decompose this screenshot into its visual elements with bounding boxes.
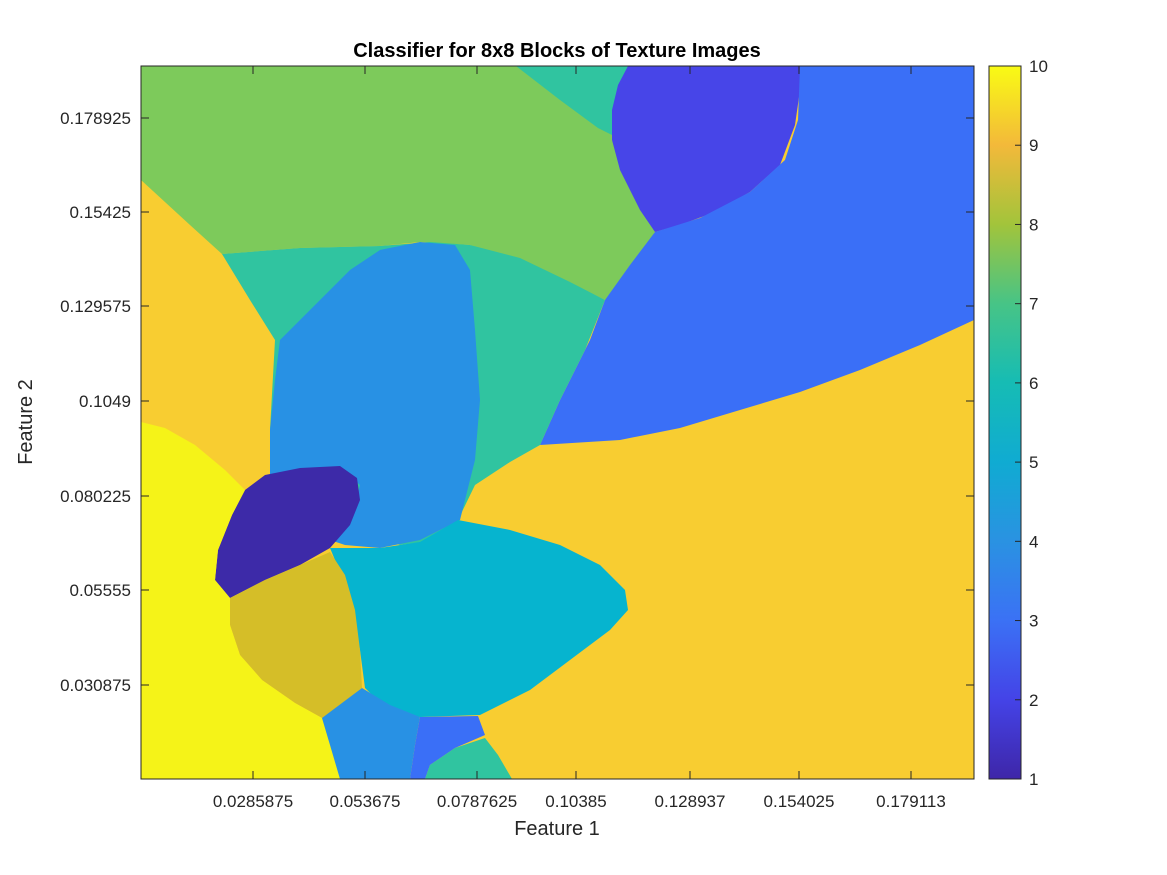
x-tick-label: 0.10385 xyxy=(545,792,606,811)
colorbar-tick-label: 8 xyxy=(1029,215,1038,234)
colorbar-tick-label: 6 xyxy=(1029,374,1038,393)
colorbar-tick-label: 3 xyxy=(1029,612,1038,631)
x-tick-label: 0.0285875 xyxy=(213,792,293,811)
colorbar-tick-label: 9 xyxy=(1029,136,1038,155)
x-axis-label: Feature 1 xyxy=(514,818,600,840)
x-tick-label: 0.053675 xyxy=(330,792,401,811)
x-tick-label: 0.128937 xyxy=(655,792,726,811)
colorbar-tick-label: 10 xyxy=(1029,57,1048,76)
y-axis-label: Feature 2 xyxy=(15,379,37,465)
y-tick-label: 0.05555 xyxy=(70,581,131,600)
y-tick-label: 0.1049 xyxy=(79,392,131,411)
x-tick-label: 0.179113 xyxy=(876,792,946,811)
y-tick-label: 0.129575 xyxy=(60,297,131,316)
colorbar-tick-label: 2 xyxy=(1029,691,1038,710)
colorbar-ramp xyxy=(989,66,1021,779)
y-tick-label: 0.178925 xyxy=(60,109,131,128)
colorbar-tick-label: 1 xyxy=(1029,770,1038,789)
colorbar: 10 9 8 7 6 5 4 3 2 1 xyxy=(989,57,1048,789)
colorbar-tick-label: 4 xyxy=(1029,532,1038,551)
colorbar-tick-label: 7 xyxy=(1029,295,1038,314)
y-tick-label: 0.030875 xyxy=(60,676,131,695)
x-tick-label: 0.0787625 xyxy=(437,792,517,811)
x-tick-label: 0.154025 xyxy=(764,792,835,811)
plot-area xyxy=(141,66,974,779)
chart-title: Classifier for 8x8 Blocks of Texture Ima… xyxy=(353,40,761,62)
y-tick-label: 0.080225 xyxy=(60,487,131,506)
colorbar-tick-label: 5 xyxy=(1029,453,1038,472)
y-tick-label: 0.15425 xyxy=(70,203,131,222)
